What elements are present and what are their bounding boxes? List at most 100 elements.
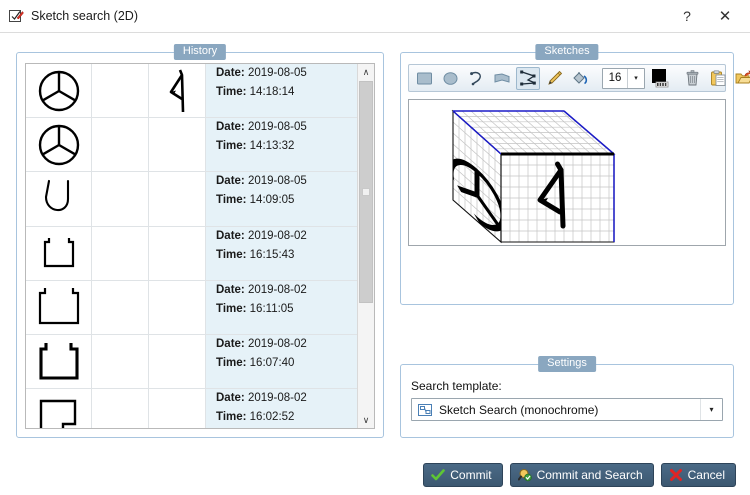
close-button[interactable]: ✕ bbox=[718, 8, 732, 25]
history-sketch-cell bbox=[92, 334, 149, 389]
sketch-app-icon bbox=[8, 8, 24, 24]
history-sketch-cell bbox=[92, 389, 149, 428]
history-date-label: Date: bbox=[216, 121, 245, 134]
sketches-panel-title: Sketches bbox=[535, 44, 599, 60]
history-table[interactable]: Date: 2019-08-05 Time: 14:18:14 Date: 2019… bbox=[26, 64, 357, 428]
scroll-thumb[interactable] bbox=[359, 81, 373, 303]
history-sketch-cell bbox=[149, 226, 206, 280]
table-row[interactable]: Date: 2019-08-02 Time: 16:15:43 bbox=[26, 226, 357, 281]
pencil-tool-icon[interactable] bbox=[542, 67, 566, 90]
u-channel-thick-icon bbox=[37, 340, 81, 384]
help-button[interactable]: ? bbox=[683, 8, 691, 24]
polyline-tool-icon[interactable] bbox=[516, 66, 540, 90]
table-row[interactable]: Date: 2019-08-05 Time: 14:13:32 bbox=[26, 118, 357, 173]
history-time: Time: 16:02:52 bbox=[216, 411, 295, 424]
scroll-down-icon[interactable]: ∨ bbox=[358, 412, 374, 428]
table-row[interactable]: Date: 2019-08-02 Time: 16:11:05 bbox=[26, 280, 357, 335]
open-button[interactable] bbox=[732, 67, 750, 90]
history-metadata-cell: Date: 2019-08-05 Time: 14:13:32 bbox=[206, 118, 357, 172]
polygon-tool-icon[interactable] bbox=[490, 67, 514, 90]
cancel-button[interactable]: Cancel bbox=[660, 463, 736, 487]
history-time: Time: 14:18:14 bbox=[216, 86, 295, 98]
history-sketch-cell bbox=[26, 280, 92, 334]
settings-panel-title: Settings bbox=[538, 356, 596, 372]
search-template-value: Sketch Search (monochrome) bbox=[439, 402, 599, 417]
table-row[interactable]: Date: 2019-08-05 Time: 14:09:05 bbox=[26, 172, 357, 227]
commit-and-search-button-label: Commit and Search bbox=[536, 468, 643, 482]
history-sketch-cell bbox=[92, 172, 149, 226]
history-time-label: Time: bbox=[216, 248, 247, 261]
history-date-label: Date: bbox=[216, 175, 245, 188]
table-row[interactable]: Date: 2019-08-02 Time: 16:07:40 bbox=[26, 334, 357, 390]
mercedes-circle-icon bbox=[36, 68, 82, 114]
window-controls: ? ✕ bbox=[670, 1, 750, 31]
history-time: Time: 14:09:05 bbox=[216, 194, 295, 207]
history-date: Date: 2019-08-05 bbox=[216, 67, 307, 79]
history-list[interactable]: Date: 2019-08-05 Time: 14:18:14 Date: 2019… bbox=[25, 63, 375, 429]
commit-button-label: Commit bbox=[450, 468, 492, 482]
window-title: Sketch search (2D) bbox=[31, 9, 138, 23]
history-time-label: Time: bbox=[216, 356, 247, 369]
history-metadata-cell: Date: 2019-08-05 Time: 14:09:05 bbox=[206, 172, 357, 226]
title-bar: Sketch search (2D) ? ✕ bbox=[0, 0, 750, 33]
history-sketch-cell bbox=[149, 118, 206, 172]
history-date: Date: 2019-08-02 bbox=[216, 392, 307, 405]
delete-button[interactable] bbox=[680, 67, 704, 90]
history-date-label: Date: bbox=[216, 392, 245, 405]
history-panel: History Date: 2019-08-05 Time: 14:18:14 Da… bbox=[16, 44, 384, 438]
paste-button[interactable] bbox=[706, 67, 730, 90]
history-time-label: Time: bbox=[216, 140, 247, 153]
magnifier-icon bbox=[517, 468, 532, 482]
sketch-template-icon bbox=[417, 402, 433, 418]
history-time: Time: 16:07:40 bbox=[216, 356, 295, 369]
history-date: Date: 2019-08-05 bbox=[216, 175, 307, 188]
search-template-dropdown[interactable]: Sketch Search (monochrome) ▾ bbox=[411, 398, 723, 421]
scroll-up-icon[interactable]: ∧ bbox=[358, 64, 374, 80]
table-row[interactable]: Date: 2019-08-05 Time: 14:18:14 bbox=[26, 64, 357, 119]
u-curve-icon bbox=[42, 177, 76, 221]
sketch-canvas-cube[interactable] bbox=[408, 99, 726, 246]
history-date: Date: 2019-08-02 bbox=[216, 229, 307, 242]
cancel-button-label: Cancel bbox=[687, 468, 725, 482]
history-time-label: Time: bbox=[216, 302, 247, 315]
step-profile-icon bbox=[37, 398, 81, 428]
line-size-chevron-down-icon[interactable]: ▾ bbox=[627, 68, 644, 88]
ellipse-tool-icon[interactable] bbox=[438, 67, 462, 90]
table-row[interactable]: Date: 2019-08-02 Time: 16:02:52 bbox=[26, 389, 357, 428]
history-time: Time: 14:13:32 bbox=[216, 140, 295, 153]
u-channel-wide-icon bbox=[36, 285, 82, 329]
history-metadata-cell: Date: 2019-08-02 Time: 16:02:52 bbox=[206, 389, 357, 428]
history-sketch-cell bbox=[149, 389, 206, 428]
history-sketch-cell bbox=[92, 118, 149, 172]
commit-and-search-button[interactable]: Commit and Search bbox=[509, 463, 654, 487]
arc-tool-icon[interactable] bbox=[464, 67, 488, 90]
history-time: Time: 16:15:43 bbox=[216, 248, 295, 261]
chevron-down-icon[interactable]: ▾ bbox=[700, 399, 722, 420]
history-metadata-cell: Date: 2019-08-05 Time: 14:18:14 bbox=[206, 64, 357, 118]
history-scrollbar[interactable]: ∧ ∨ bbox=[357, 64, 374, 428]
history-metadata-cell: Date: 2019-08-02 Time: 16:07:40 bbox=[206, 334, 357, 389]
history-sketch-cell bbox=[92, 226, 149, 280]
sketch-toolbar: 16 ▾ bbox=[408, 64, 750, 92]
history-sketch-cell bbox=[26, 172, 92, 226]
history-sketch-cell bbox=[92, 280, 149, 334]
history-sketch-cell bbox=[26, 226, 92, 280]
rectangle-tool-icon[interactable] bbox=[412, 67, 436, 90]
history-sketch-cell bbox=[92, 64, 149, 118]
cross-icon bbox=[669, 468, 683, 482]
commit-button[interactable]: Commit bbox=[423, 463, 503, 487]
color-picker-button[interactable] bbox=[650, 67, 672, 89]
history-date-label: Date: bbox=[216, 229, 245, 242]
dialog-footer: Commit Commit and Search Cancel bbox=[0, 455, 750, 495]
line-size-selector[interactable]: 16 ▾ bbox=[602, 67, 645, 89]
history-sketch-cell bbox=[26, 64, 92, 118]
history-date: Date: 2019-08-02 bbox=[216, 283, 307, 296]
history-metadata-cell: Date: 2019-08-02 Time: 16:15:43 bbox=[206, 226, 357, 280]
history-panel-title: History bbox=[173, 44, 227, 60]
mercedes-circle-icon bbox=[36, 122, 82, 168]
history-time-label: Time: bbox=[216, 194, 247, 207]
settings-panel: Settings Search template: Sketch Search … bbox=[400, 356, 734, 438]
history-date: Date: 2019-08-05 bbox=[216, 121, 307, 134]
sketches-panel: Sketches bbox=[400, 44, 750, 305]
fill-tool-icon[interactable] bbox=[568, 67, 592, 90]
